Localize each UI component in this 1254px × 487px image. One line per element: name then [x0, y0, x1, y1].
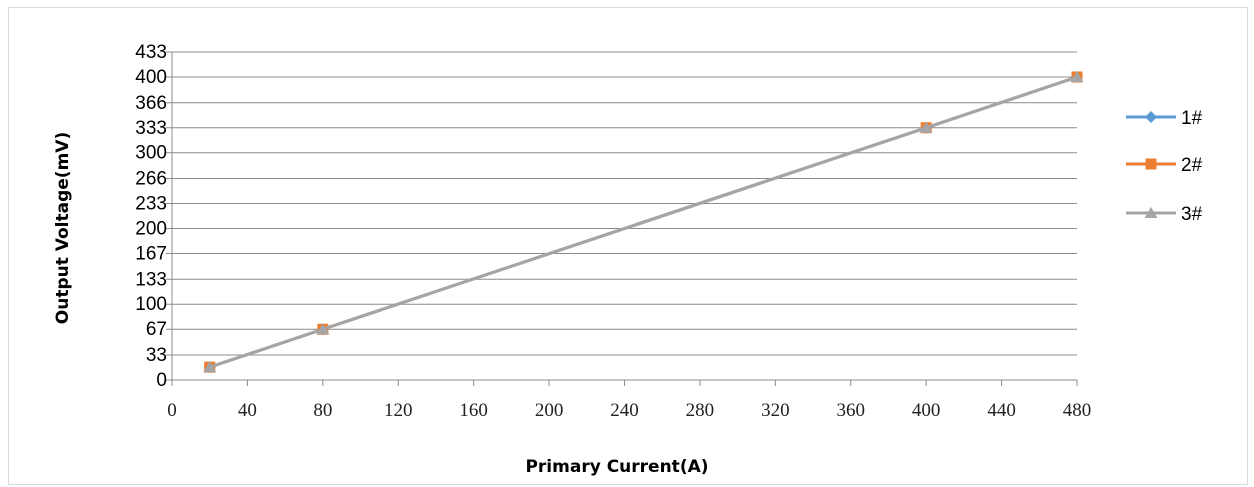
data-point — [1070, 70, 1084, 82]
x-axis-title: Primary Current(A) — [525, 457, 708, 477]
series-line — [209, 75, 1078, 369]
series-group — [203, 70, 1084, 374]
y-tick-label: 167 — [135, 243, 167, 264]
y-tick-label: 100 — [135, 294, 167, 315]
data-point — [203, 361, 217, 373]
x-tick-label: 400 — [912, 400, 941, 421]
legend-item-1: 1# — [1126, 108, 1203, 129]
x-tick-label: 280 — [686, 400, 715, 421]
y-tick-label: 366 — [135, 93, 167, 114]
legend-marker — [1145, 158, 1157, 170]
legend-label: 2# — [1181, 155, 1203, 176]
axes — [166, 51, 1078, 386]
legend-marker — [1144, 207, 1158, 218]
x-tick-label: 240 — [610, 400, 639, 421]
y-tick-labels: 0 33 67 100 133 167 200 233 266 300 333 366 400 433 — [135, 42, 167, 391]
y-axis-title: Output Voltage(mV) — [53, 132, 73, 324]
x-tick-label: 480 — [1063, 400, 1092, 421]
y-tick-label: 33 — [146, 345, 167, 366]
y-tick-label: 400 — [135, 67, 167, 88]
legend-item-3: 3# — [1126, 204, 1203, 225]
x-tick-label: 0 — [167, 400, 177, 421]
y-tick-label: 433 — [135, 42, 167, 63]
x-tick-label: 440 — [987, 400, 1016, 421]
x-tick-label: 40 — [238, 400, 257, 421]
x-tick-labels: 0 40 80 120 160 200 240 280 320 360 400 440 480 — [167, 400, 1091, 421]
chart-frame — [8, 7, 1248, 485]
x-tick-label: 120 — [384, 400, 413, 421]
data-point — [919, 121, 933, 133]
x-tick-label: 320 — [761, 400, 790, 421]
y-tick-label: 333 — [135, 118, 167, 139]
x-tick-label: 80 — [313, 400, 332, 421]
legend: 1# 2# 3# — [1126, 108, 1203, 225]
legend-label: 3# — [1181, 204, 1203, 225]
series-3 — [203, 70, 1084, 373]
y-tick-label: 300 — [135, 143, 167, 164]
y-tick-label: 67 — [146, 319, 167, 340]
y-tick-label: 0 — [156, 370, 167, 391]
y-tick-label: 233 — [135, 194, 167, 215]
y-tick-label: 200 — [135, 218, 167, 239]
y-tick-label: 133 — [135, 269, 167, 290]
x-tick-label: 200 — [535, 400, 564, 421]
legend-marker — [1145, 111, 1157, 123]
data-point — [316, 323, 330, 335]
x-tick-label: 160 — [459, 400, 488, 421]
grid-lines — [172, 51, 1077, 356]
y-tick-label: 266 — [135, 169, 167, 190]
x-tick-label: 360 — [837, 400, 866, 421]
legend-label: 1# — [1181, 108, 1203, 129]
legend-item-2: 2# — [1126, 155, 1203, 176]
